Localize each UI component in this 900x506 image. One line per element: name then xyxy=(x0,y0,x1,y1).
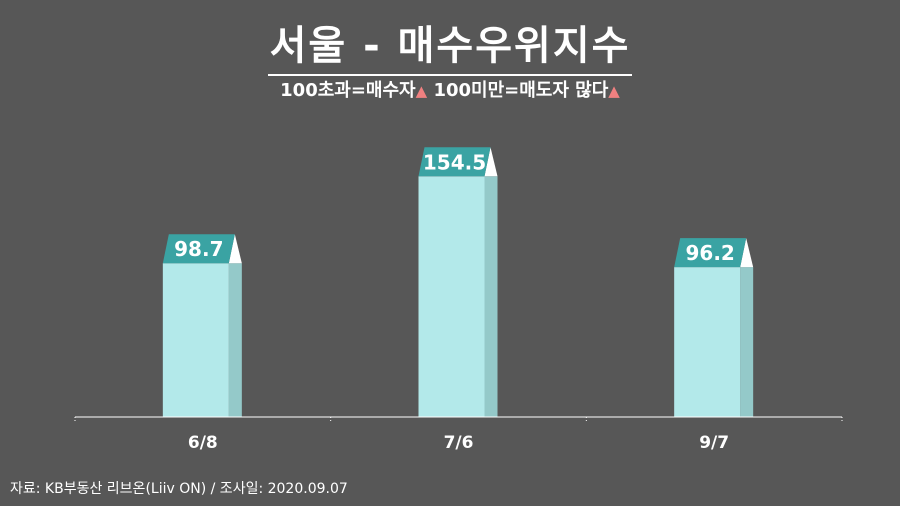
source-note: 자료: KB부동산 리브온(Liiv ON) / 조사일: 2020.09.07 xyxy=(10,478,348,498)
data-label: 96.2 xyxy=(685,241,734,265)
triangle-up-icon: ▲ xyxy=(608,82,620,100)
source-text: 자료: KB부동산 리브온(Liiv ON) xyxy=(10,481,207,497)
bar-label-tip xyxy=(484,147,498,177)
bar-label-bg xyxy=(162,234,235,264)
x-tick-label: 7/6 xyxy=(444,433,474,453)
bar-side xyxy=(228,263,242,417)
bar-label-bg xyxy=(674,238,747,268)
subtitle-seller-text: 100미만=매도자 많다 xyxy=(433,80,609,101)
survey-date-text: / 조사일: 2020.09.07 xyxy=(210,481,348,497)
subtitle-buyer-text: 100초과=매수자 xyxy=(280,80,416,101)
bar-label-tip xyxy=(228,234,242,264)
chart-subtitle: 100초과=매수자▲ 100미만=매도자 많다▲ xyxy=(0,79,900,103)
triangle-up-icon: ▲ xyxy=(415,82,428,100)
data-label: 154.5 xyxy=(423,150,486,174)
bar xyxy=(674,267,741,417)
bar-label-bg xyxy=(418,147,491,177)
bar-side xyxy=(484,176,498,417)
chart-title: 서울 - 매수우위지수 xyxy=(269,23,631,69)
bar xyxy=(418,176,485,417)
bar xyxy=(162,263,229,417)
data-label: 98.7 xyxy=(174,237,223,261)
x-tick-label: 6/8 xyxy=(188,433,218,453)
bar-side xyxy=(740,267,754,417)
bar-label-tip xyxy=(740,238,754,268)
x-tick-label: 9/7 xyxy=(699,433,729,453)
title-underline xyxy=(268,74,632,76)
